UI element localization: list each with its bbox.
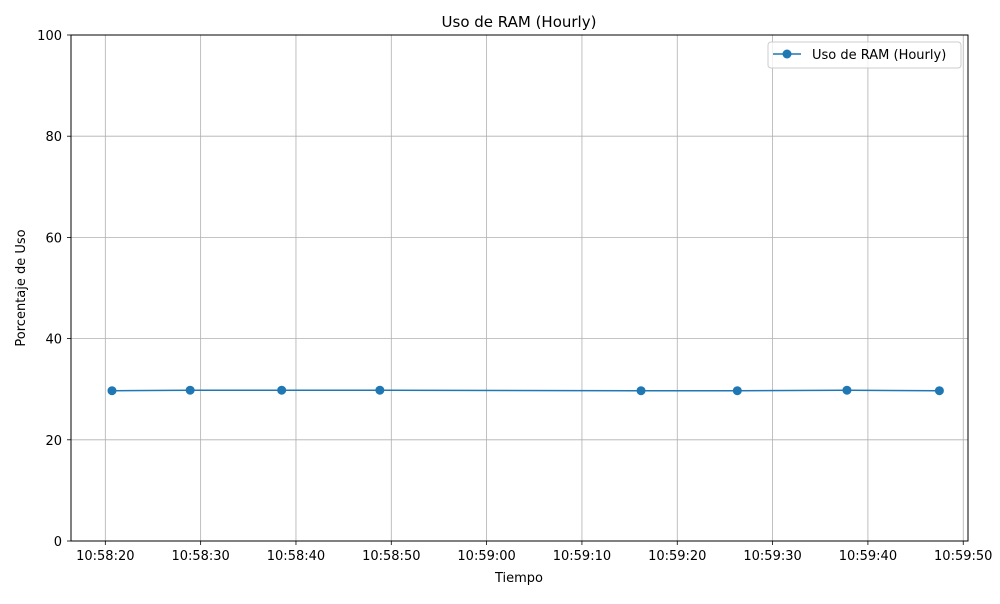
data-point — [934, 386, 944, 396]
data-point — [107, 386, 117, 396]
y-tick-label: 80 — [45, 130, 62, 145]
x-tick-label: 10:59:20 — [648, 549, 706, 564]
y-axis: 0 20 40 60 80 100 — [37, 29, 71, 550]
y-tick-label: 40 — [45, 333, 62, 348]
plot-frame — [70, 34, 969, 542]
x-tick-label: 10:59:50 — [934, 549, 992, 564]
legend-label: Uso de RAM (Hourly) — [812, 48, 946, 63]
legend-box — [767, 41, 962, 69]
data-point — [732, 386, 742, 396]
y-axis-label: Porcentaje de Uso — [14, 229, 29, 346]
x-tick-label: 10:59:10 — [553, 549, 611, 564]
data-point — [842, 385, 852, 395]
y-tick-label: 60 — [45, 231, 62, 246]
legend-marker-icon — [782, 49, 792, 59]
y-tick-label: 100 — [37, 29, 62, 44]
data-point — [636, 386, 646, 396]
data-point — [277, 385, 287, 395]
x-tick-label: 10:59:00 — [457, 549, 515, 564]
x-tick-label: 10:59:40 — [839, 549, 897, 564]
grid — [71, 34, 968, 542]
x-axis: 10:58:20 10:58:30 10:58:40 10:58:50 10:59:00… — [76, 541, 992, 564]
chart-title: Uso de RAM (Hourly) — [442, 13, 597, 31]
y-tick-label: 20 — [45, 434, 62, 449]
series-line — [111, 389, 940, 392]
legend: Uso de RAM (Hourly) — [767, 41, 962, 69]
x-tick-label: 10:58:40 — [267, 549, 325, 564]
x-tick-label: 10:58:30 — [171, 549, 229, 564]
data-point — [375, 385, 385, 395]
x-tick-label: 10:59:30 — [743, 549, 801, 564]
series-layer — [107, 385, 944, 396]
y-tick-label: 0 — [54, 535, 62, 550]
data-point — [185, 385, 195, 395]
x-axis-label: Tiempo — [494, 571, 543, 586]
x-tick-label: 10:58:50 — [362, 549, 420, 564]
x-tick-label: 10:58:20 — [76, 549, 134, 564]
